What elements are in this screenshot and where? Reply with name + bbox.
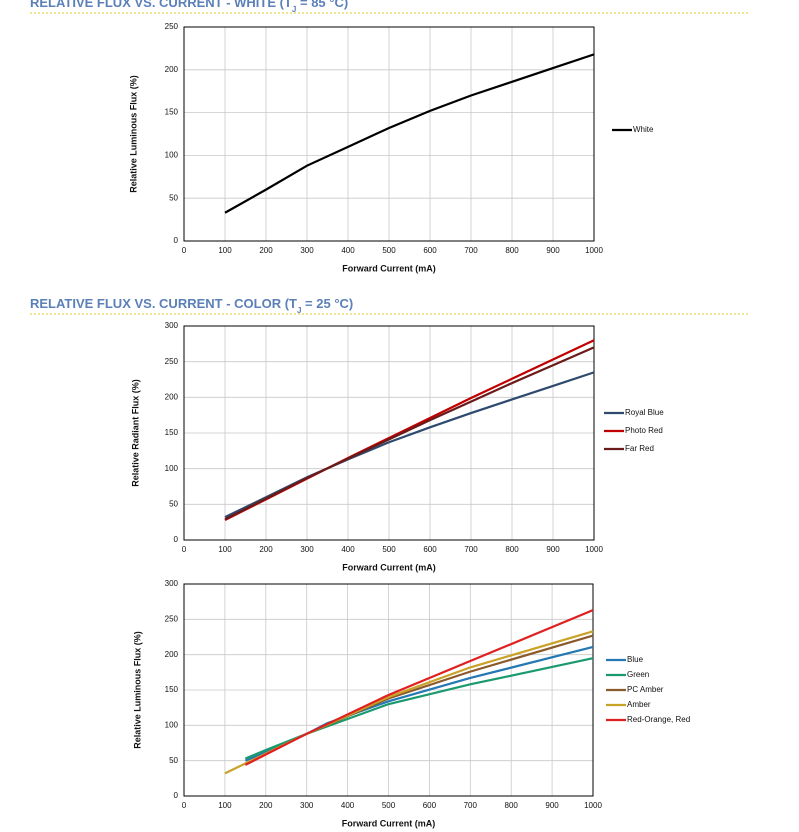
x-tick-label: 200 bbox=[259, 801, 273, 810]
line-series bbox=[244, 657, 594, 760]
heading-part: J bbox=[292, 5, 296, 14]
x-tick-label: 1000 bbox=[585, 545, 603, 554]
legend-label: Royal Blue bbox=[625, 408, 664, 417]
x-tick-label: 800 bbox=[505, 545, 519, 554]
legend-label: Green bbox=[627, 670, 649, 679]
y-tick-label: 150 bbox=[165, 108, 179, 117]
y-tick-label: 50 bbox=[169, 499, 178, 508]
legend-label: Blue bbox=[627, 655, 644, 664]
y-tick-label: 0 bbox=[174, 535, 179, 544]
y-tick-label: 0 bbox=[174, 236, 179, 245]
x-axis-label: Forward Current (mA) bbox=[342, 562, 436, 572]
y-tick-label: 100 bbox=[165, 720, 179, 729]
y-tick-label: 200 bbox=[165, 650, 179, 659]
plot-frame bbox=[183, 26, 595, 242]
line-series bbox=[244, 609, 594, 766]
x-tick-label: 0 bbox=[182, 246, 187, 255]
x-tick-label: 500 bbox=[382, 801, 396, 810]
x-tick-label: 900 bbox=[545, 801, 559, 810]
x-tick-label: 1000 bbox=[585, 246, 603, 255]
y-tick-label: 200 bbox=[165, 65, 179, 74]
heading-part: = 25 °C) bbox=[301, 296, 353, 311]
y-tick-label: 150 bbox=[165, 685, 179, 694]
x-tick-label: 900 bbox=[546, 545, 560, 554]
x-tick-label: 200 bbox=[259, 246, 273, 255]
x-tick-label: 0 bbox=[182, 545, 187, 554]
y-axis-label: Relative Luminous Flux (%) bbox=[132, 631, 142, 749]
x-tick-label: 300 bbox=[300, 545, 314, 554]
y-tick-label: 100 bbox=[165, 151, 179, 160]
x-tick-label: 300 bbox=[300, 801, 314, 810]
x-tick-label: 100 bbox=[218, 801, 232, 810]
section-heading: RELATIVE FLUX VS. CURRENT - COLOR (TJ = … bbox=[30, 296, 353, 315]
x-tick-label: 800 bbox=[505, 246, 519, 255]
y-tick-label: 150 bbox=[165, 428, 179, 437]
legend-label: Amber bbox=[627, 700, 651, 709]
legend-label: White bbox=[633, 125, 654, 134]
line-series bbox=[244, 645, 594, 762]
x-tick-label: 700 bbox=[464, 545, 478, 554]
x-tick-label: 100 bbox=[218, 545, 232, 554]
y-axis-label: Relative Radiant Flux (%) bbox=[130, 379, 140, 487]
plot-frame bbox=[183, 325, 595, 541]
y-tick-label: 200 bbox=[165, 392, 179, 401]
legend-label: Red-Orange, Red bbox=[627, 715, 690, 724]
x-tick-label: 500 bbox=[382, 545, 396, 554]
legend-label: PC Amber bbox=[627, 685, 664, 694]
y-tick-label: 50 bbox=[169, 756, 178, 765]
y-tick-label: 0 bbox=[174, 791, 179, 800]
y-tick-label: 250 bbox=[165, 22, 179, 31]
x-tick-label: 800 bbox=[505, 801, 519, 810]
section-heading: RELATIVE FLUX VS. CURRENT - WHITE (TJ = … bbox=[30, 0, 348, 14]
y-tick-label: 300 bbox=[165, 579, 179, 588]
x-tick-label: 500 bbox=[382, 246, 396, 255]
x-tick-label: 900 bbox=[546, 246, 560, 255]
y-tick-label: 250 bbox=[165, 357, 179, 366]
x-tick-label: 400 bbox=[341, 246, 355, 255]
plot-frame bbox=[183, 583, 594, 797]
heading-part: = 85 °C) bbox=[296, 0, 348, 10]
legend-label: Far Red bbox=[625, 444, 654, 453]
x-tick-label: 1000 bbox=[584, 801, 602, 810]
y-axis-label: Relative Luminous Flux (%) bbox=[128, 75, 138, 193]
x-axis-label: Forward Current (mA) bbox=[342, 263, 436, 273]
x-tick-label: 0 bbox=[182, 801, 187, 810]
x-tick-label: 100 bbox=[218, 246, 232, 255]
heading-part: RELATIVE FLUX VS. CURRENT - WHITE (T bbox=[30, 0, 292, 10]
x-tick-label: 400 bbox=[341, 801, 355, 810]
line-series bbox=[224, 371, 595, 519]
line-series bbox=[224, 53, 595, 214]
x-tick-label: 700 bbox=[464, 801, 478, 810]
x-tick-label: 200 bbox=[259, 545, 273, 554]
x-tick-label: 600 bbox=[423, 545, 437, 554]
line-series bbox=[224, 346, 595, 521]
heading-part: RELATIVE FLUX VS. CURRENT - COLOR (T bbox=[30, 296, 297, 311]
x-tick-label: 300 bbox=[300, 246, 314, 255]
y-tick-label: 50 bbox=[169, 193, 178, 202]
y-tick-label: 250 bbox=[165, 614, 179, 623]
x-tick-label: 600 bbox=[423, 801, 437, 810]
heading-part: J bbox=[297, 306, 301, 315]
x-tick-label: 700 bbox=[464, 246, 478, 255]
y-tick-label: 300 bbox=[165, 321, 179, 330]
y-tick-label: 100 bbox=[165, 464, 179, 473]
legend-label: Photo Red bbox=[625, 426, 663, 435]
x-tick-label: 600 bbox=[423, 246, 437, 255]
x-axis-label: Forward Current (mA) bbox=[342, 818, 436, 828]
x-tick-label: 400 bbox=[341, 545, 355, 554]
